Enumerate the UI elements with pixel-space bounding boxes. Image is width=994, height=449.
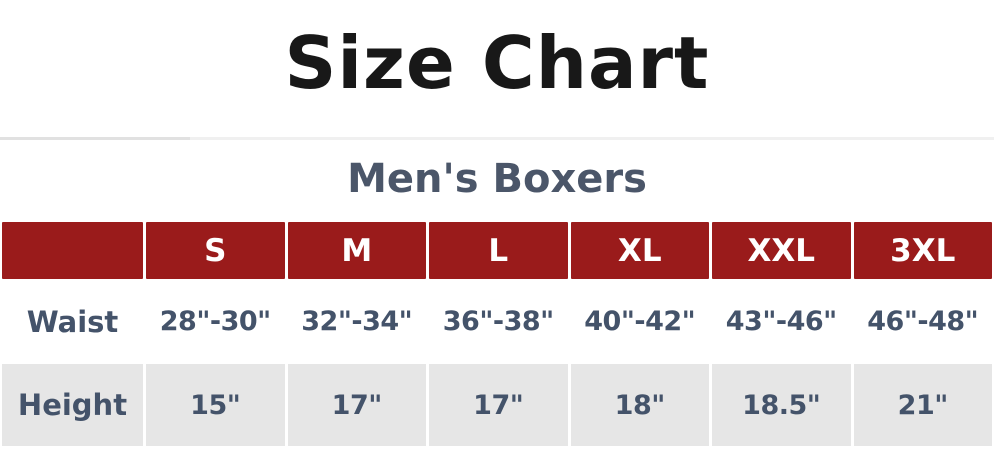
waist-value-m: 32"-34": [287, 279, 426, 364]
row-label-height: Height: [2, 364, 143, 446]
size-column-header-3xl: 3XL: [853, 222, 992, 279]
waist-value-3xl: 46"-48": [853, 279, 992, 364]
size-column-header-s: S: [146, 222, 285, 279]
size-table: S M L XL XXL 3XL Waist 28"-30" 32"-34" 3…: [2, 222, 992, 446]
waist-value-s: 28"-30": [146, 279, 285, 364]
section-divider: [0, 137, 994, 140]
height-value-xxl: 18.5": [712, 364, 851, 446]
page-title: Size Chart: [284, 21, 710, 105]
size-column-header-xl: XL: [570, 222, 709, 279]
size-column-header-m: M: [287, 222, 426, 279]
waist-value-l: 36"-38": [429, 279, 568, 364]
product-subtitle: Men's Boxers: [347, 156, 647, 202]
waist-value-xl: 40"-42": [570, 279, 709, 364]
divider-left-segment: [0, 137, 190, 140]
height-value-3xl: 21": [853, 364, 992, 446]
height-value-xl: 18": [570, 364, 709, 446]
height-value-l: 17": [429, 364, 568, 446]
size-column-header-l: L: [429, 222, 568, 279]
corner-cell: [2, 222, 143, 279]
row-label-waist: Waist: [2, 279, 143, 364]
size-column-header-xxl: XXL: [712, 222, 851, 279]
height-value-m: 17": [287, 364, 426, 446]
height-value-s: 15": [146, 364, 285, 446]
waist-value-xxl: 43"-46": [712, 279, 851, 364]
